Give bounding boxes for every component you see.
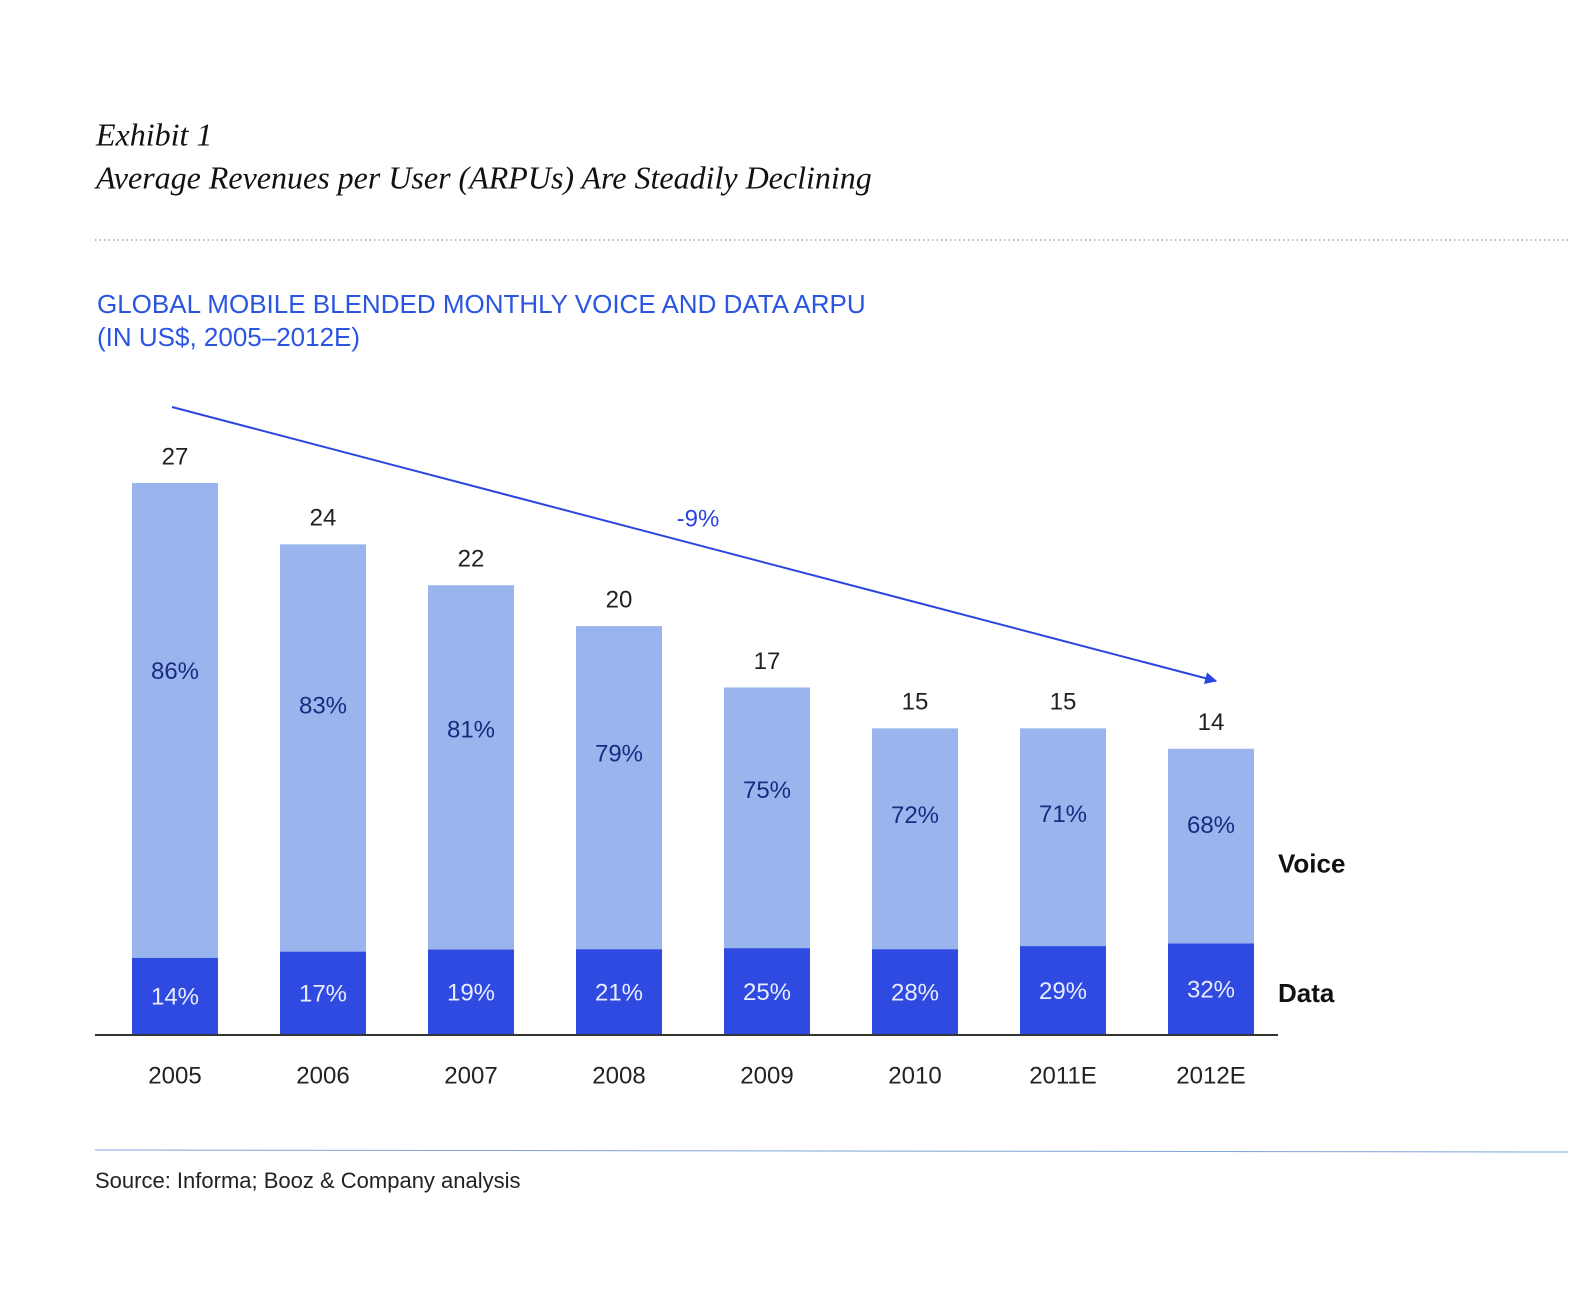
x-tick-label: 2012E bbox=[1176, 1062, 1245, 1089]
annotation: -9% bbox=[677, 505, 720, 532]
exhibit-label: Exhibit 1 bbox=[95, 116, 212, 152]
total-label: 17 bbox=[754, 648, 781, 675]
x-tick-label: 2008 bbox=[592, 1062, 645, 1089]
x-tick-label: 2010 bbox=[888, 1062, 941, 1089]
x-tick-label: 2011E bbox=[1029, 1062, 1097, 1089]
total-label: 20 bbox=[606, 586, 633, 613]
value-label: 68% bbox=[1187, 812, 1235, 839]
total-label: 14 bbox=[1198, 709, 1225, 736]
bar-segment bbox=[1020, 946, 1106, 1035]
value-label: 29% bbox=[1039, 978, 1087, 1005]
value-label: 17% bbox=[299, 981, 347, 1008]
bar-segment bbox=[428, 585, 514, 950]
total-label: 24 bbox=[310, 505, 337, 532]
bar-segment bbox=[428, 949, 514, 1035]
x-tick-label: 2007 bbox=[444, 1062, 497, 1089]
divider bbox=[94, 1149, 1569, 1153]
bar-segment bbox=[724, 948, 810, 1035]
bar-segment bbox=[1020, 728, 1106, 947]
value-label: 79% bbox=[595, 741, 643, 768]
bar-segment bbox=[576, 949, 662, 1035]
bar-segment bbox=[132, 957, 218, 1035]
value-label: 28% bbox=[891, 979, 939, 1006]
bar-segment bbox=[280, 544, 366, 952]
value-label: 75% bbox=[743, 777, 791, 804]
bar-segment bbox=[132, 483, 218, 958]
x-tick-label: 2009 bbox=[740, 1062, 793, 1089]
bar-segment bbox=[872, 949, 958, 1035]
value-label: 83% bbox=[299, 693, 347, 720]
legend-label: Voice bbox=[1278, 848, 1345, 878]
value-label: 32% bbox=[1187, 977, 1235, 1004]
value-label: 72% bbox=[891, 802, 939, 829]
total-label: 22 bbox=[458, 546, 485, 573]
chart-subtitle: (IN US$, 2005–2012E) bbox=[97, 322, 360, 352]
total-label: 15 bbox=[902, 689, 929, 716]
value-label: 19% bbox=[447, 980, 495, 1007]
total-label: 15 bbox=[1050, 689, 1077, 716]
total-label: 27 bbox=[162, 443, 189, 470]
chart-title: Average Revenues per User (ARPUs) Are St… bbox=[94, 159, 872, 195]
bar-segment bbox=[280, 951, 366, 1035]
trend-arrow bbox=[171, 406, 1218, 685]
value-label: 14% bbox=[151, 984, 199, 1011]
value-label: 86% bbox=[151, 658, 199, 685]
value-label: 25% bbox=[743, 979, 791, 1006]
bar-segment bbox=[724, 687, 810, 949]
source: Source: Informa; Booz & Company analysis bbox=[95, 1168, 521, 1193]
value-label: 81% bbox=[447, 716, 495, 743]
bar-segment bbox=[1168, 748, 1254, 944]
x-tick-label: 2006 bbox=[296, 1062, 349, 1089]
value-label: 71% bbox=[1039, 801, 1087, 828]
chart-subtitle: GLOBAL MOBILE BLENDED MONTHLY VOICE AND … bbox=[97, 289, 866, 319]
legend-label: Data bbox=[1278, 978, 1335, 1008]
value-label: 21% bbox=[595, 979, 643, 1006]
bar-segment bbox=[1168, 943, 1254, 1035]
bar-segment bbox=[576, 626, 662, 950]
x-tick-label: 2005 bbox=[148, 1062, 201, 1089]
bar-segment bbox=[872, 728, 958, 950]
